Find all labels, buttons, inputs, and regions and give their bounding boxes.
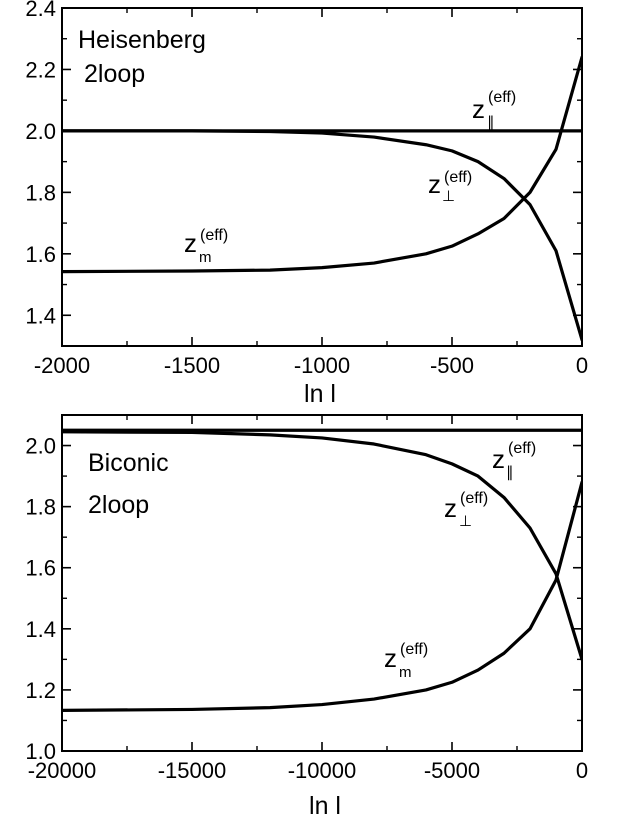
panel-text-line-1: Biconic <box>88 449 169 477</box>
x-tick-label: -5000 <box>424 758 480 783</box>
annotation-sup: (eff) <box>200 227 228 244</box>
x-tick-label: -500 <box>430 353 474 378</box>
annotation-base: z <box>444 493 457 523</box>
y-tick-label: 1.4 <box>25 617 56 642</box>
annotation-z-perp: z (eff) ⊥ <box>428 169 472 205</box>
annotation-z-m: z (eff) m <box>184 227 228 266</box>
x-tick-label: -1000 <box>294 353 350 378</box>
series-z-perp <box>62 430 582 661</box>
heisenberg-annotations: z (eff) ∥ z (eff) ⊥ z (eff) m <box>184 89 516 266</box>
panel-text-line-2: 2loop <box>88 491 149 519</box>
annotation-sub: ∥ <box>506 464 514 481</box>
x-axis-label: ln l <box>304 380 336 408</box>
annotation-sub: m <box>199 249 212 266</box>
annotation-sup: (eff) <box>488 89 516 106</box>
x-tick-label: -15000 <box>158 758 227 783</box>
annotation-base: z <box>428 169 441 199</box>
y-tick-label: 1.2 <box>25 678 56 703</box>
panel-text-line-2: 2loop <box>84 60 145 88</box>
heisenberg-label: Heisenberg 2loop <box>78 26 206 88</box>
x-axis-label: ln l <box>309 792 341 820</box>
y-tick-label: 2.4 <box>25 0 56 21</box>
annotation-base: z <box>492 444 505 474</box>
x-tick-label: -2000 <box>34 353 90 378</box>
x-tick-label: -20000 <box>28 758 97 783</box>
y-tick-label: 1.4 <box>25 303 56 328</box>
y-tick-label: 1.8 <box>25 180 56 205</box>
series-z-m <box>62 480 582 712</box>
y-tick-label: 2.0 <box>25 434 56 459</box>
y-tick-label: 1.6 <box>25 242 56 267</box>
annotation-sub: ∥ <box>487 114 495 131</box>
y-tick-label: 1.8 <box>25 495 56 520</box>
series-z-perp <box>62 129 582 342</box>
y-tick-label: 2.2 <box>25 57 56 82</box>
annotation-base: z <box>184 228 197 258</box>
biconic-annotations: z (eff) ∥ z (eff) ⊥ z (eff) m <box>384 440 536 681</box>
annotation-sup: (eff) <box>460 490 488 507</box>
annotation-z-parallel: z (eff) ∥ <box>492 440 536 481</box>
x-tick-label: 0 <box>576 353 588 378</box>
heisenberg-panel: -2000 -1500 -1000 -500 0 1.4 1.6 1.8 2.0 2.2 2.4 <box>25 0 588 378</box>
annotation-sub: ⊥ <box>459 513 472 530</box>
x-tick-label: 0 <box>576 758 588 783</box>
annotation-sub: ⊥ <box>442 188 455 205</box>
y-tick-label: 1.6 <box>25 556 56 581</box>
annotation-z-perp: z (eff) ⊥ <box>444 490 488 530</box>
annotation-sup: (eff) <box>444 169 472 186</box>
biconic-panel: -20000 -15000 -10000 -5000 0 1.0 1.2 1.4 1.6 1.8 2… <box>25 414 588 783</box>
x-tick-label: -1500 <box>164 353 220 378</box>
y-tick-label: 2.0 <box>25 119 56 144</box>
annotation-base: z <box>472 94 485 124</box>
annotation-sup: (eff) <box>400 641 428 658</box>
y-tick-label: 1.0 <box>25 739 56 764</box>
x-tick-label: -10000 <box>288 758 357 783</box>
annotation-base: z <box>384 643 397 673</box>
annotation-sub: m <box>399 664 412 681</box>
annotation-sup: (eff) <box>508 440 536 457</box>
panel-text-line-1: Heisenberg <box>78 26 206 54</box>
annotation-z-parallel: z (eff) ∥ <box>472 89 516 131</box>
biconic-label: Biconic 2loop <box>88 449 169 519</box>
series-z-m <box>62 55 582 274</box>
annotation-z-m: z (eff) m <box>384 641 428 681</box>
